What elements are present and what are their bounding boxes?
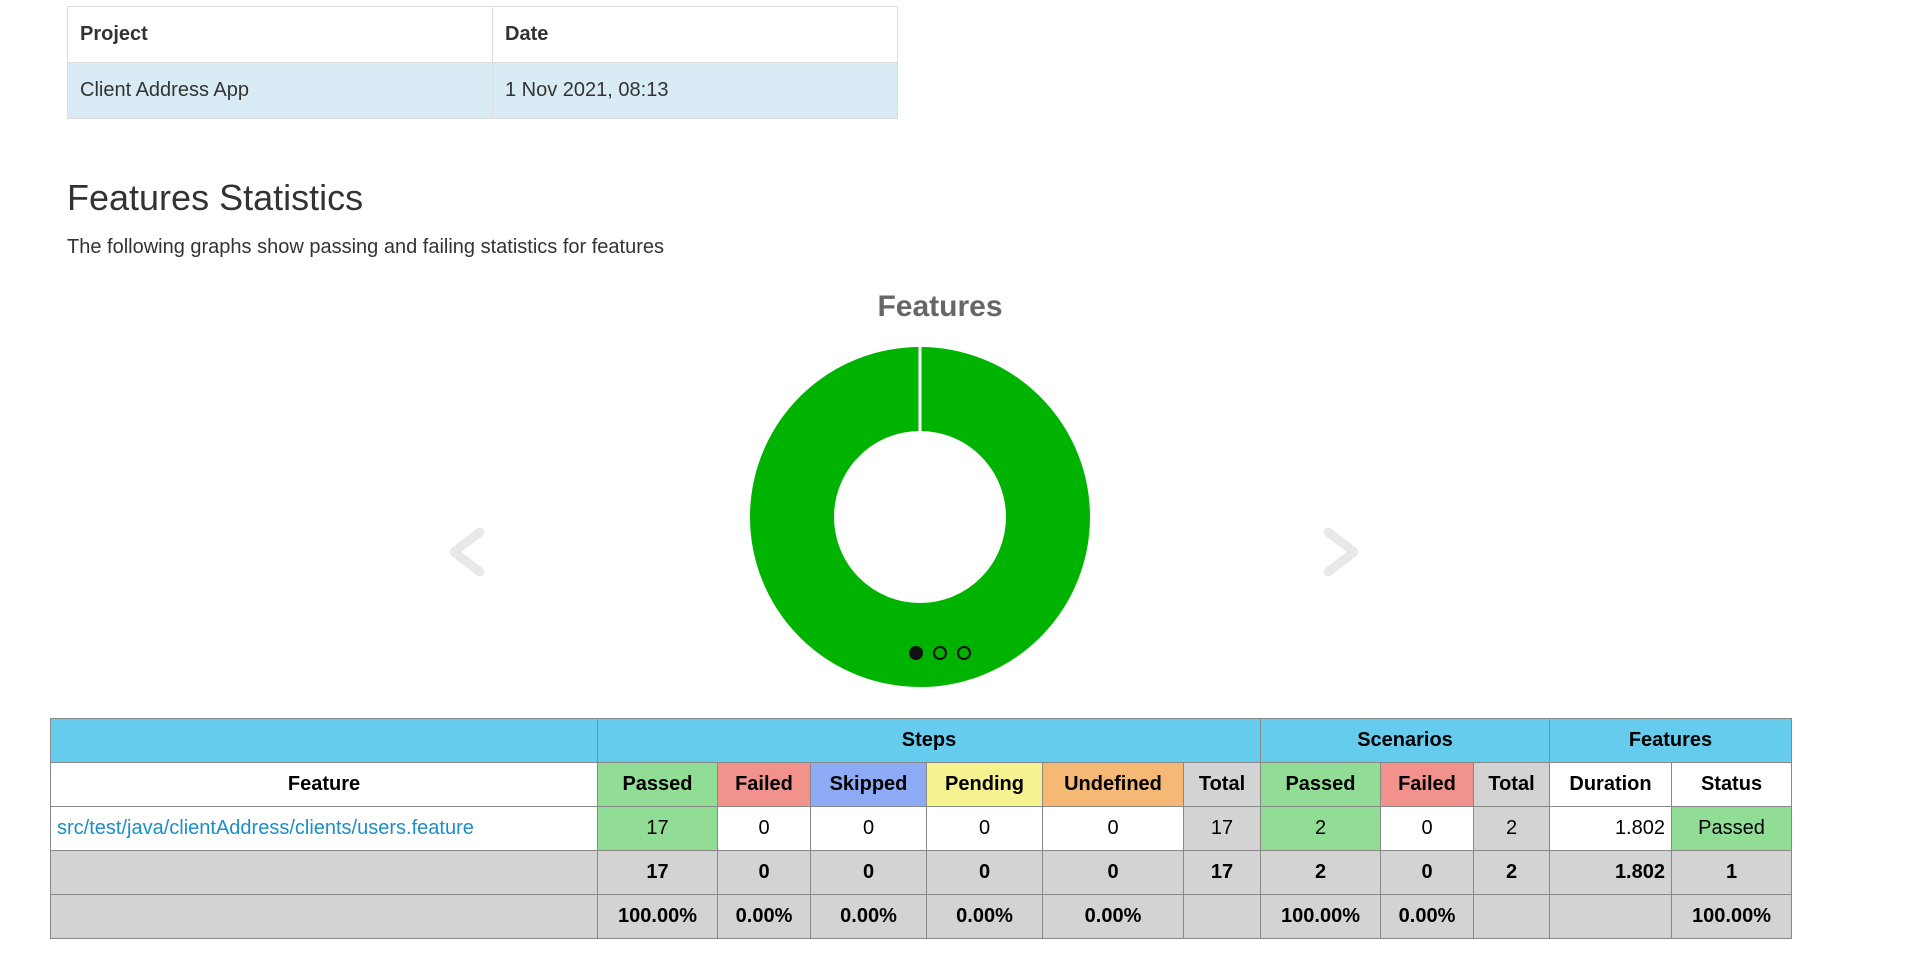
carousel-indicator-1[interactable] bbox=[909, 646, 923, 660]
pct-steps-undefined: 0.00% bbox=[1042, 894, 1184, 939]
pct-steps-skipped: 0.00% bbox=[810, 894, 927, 939]
project-name: Client Address App bbox=[67, 62, 493, 119]
total-steps-failed: 0 bbox=[717, 850, 811, 895]
total-steps-passed: 17 bbox=[597, 850, 718, 895]
chevron-left-icon bbox=[449, 527, 485, 577]
project-header: Project bbox=[67, 6, 493, 63]
table-row: src/test/java/clientAddress/clients/user… bbox=[50, 806, 1792, 851]
carousel-indicators bbox=[440, 646, 1440, 660]
steps-pending-value: 0 bbox=[926, 806, 1043, 851]
total-steps-total: 17 bbox=[1183, 850, 1261, 895]
section-description: The following graphs show passing and fa… bbox=[67, 236, 664, 258]
chart-carousel: Features bbox=[440, 280, 1440, 690]
stats-column-header-row: Feature Passed Failed Skipped Pending Un… bbox=[50, 762, 1792, 807]
feature-cell: src/test/java/clientAddress/clients/user… bbox=[50, 806, 598, 851]
total-steps-skipped: 0 bbox=[810, 850, 927, 895]
features-group-header: Features bbox=[1549, 718, 1792, 763]
stats-group-header-row: Steps Scenarios Features bbox=[50, 718, 1792, 763]
steps-passed-value: 17 bbox=[597, 806, 718, 851]
pct-scenarios-failed: 0.00% bbox=[1380, 894, 1474, 939]
status-header[interactable]: Status bbox=[1671, 762, 1792, 807]
total-scenarios-failed: 0 bbox=[1380, 850, 1474, 895]
pct-scenarios-total bbox=[1473, 894, 1550, 939]
chart-title: Features bbox=[877, 290, 1003, 323]
date-header: Date bbox=[492, 6, 898, 63]
features-donut-chart bbox=[750, 346, 1090, 687]
feature-group-header bbox=[50, 718, 598, 763]
steps-failed-value: 0 bbox=[717, 806, 811, 851]
steps-pending-header[interactable]: Pending bbox=[926, 762, 1043, 807]
status-value: Passed bbox=[1671, 806, 1792, 851]
pct-steps-failed: 0.00% bbox=[717, 894, 811, 939]
pct-steps-pending: 0.00% bbox=[926, 894, 1043, 939]
scenarios-passed-header[interactable]: Passed bbox=[1260, 762, 1381, 807]
percents-label-cell bbox=[50, 894, 598, 939]
scenarios-failed-value: 0 bbox=[1380, 806, 1474, 851]
carousel-indicator-3[interactable] bbox=[957, 646, 971, 660]
pct-duration bbox=[1549, 894, 1672, 939]
steps-total-value: 17 bbox=[1183, 806, 1261, 851]
project-info-header-row: Project Date bbox=[67, 6, 898, 63]
steps-group-header: Steps bbox=[597, 718, 1261, 763]
percents-row: 100.00% 0.00% 0.00% 0.00% 0.00% 100.00% … bbox=[50, 894, 1792, 939]
scenarios-group-header: Scenarios bbox=[1260, 718, 1550, 763]
duration-header[interactable]: Duration bbox=[1549, 762, 1672, 807]
feature-stats-table: Steps Scenarios Features Feature Passed … bbox=[50, 718, 1792, 939]
feature-link[interactable]: src/test/java/clientAddress/clients/user… bbox=[57, 817, 474, 839]
steps-undefined-header[interactable]: Undefined bbox=[1042, 762, 1184, 807]
scenarios-total-header[interactable]: Total bbox=[1473, 762, 1550, 807]
duration-value: 1.802 bbox=[1549, 806, 1672, 851]
pct-features-status: 100.00% bbox=[1671, 894, 1792, 939]
steps-skipped-header[interactable]: Skipped bbox=[810, 762, 927, 807]
pct-scenarios-passed: 100.00% bbox=[1260, 894, 1381, 939]
totals-row: 17 0 0 0 0 17 2 0 2 1.802 1 bbox=[50, 850, 1792, 895]
steps-skipped-value: 0 bbox=[810, 806, 927, 851]
steps-failed-header[interactable]: Failed bbox=[717, 762, 811, 807]
project-info-row: Client Address App 1 Nov 2021, 08:13 bbox=[67, 62, 898, 119]
section-title: Features Statistics bbox=[67, 177, 364, 218]
report-date: 1 Nov 2021, 08:13 bbox=[492, 62, 898, 119]
totals-label-cell bbox=[50, 850, 598, 895]
chevron-right-icon bbox=[1323, 527, 1359, 577]
total-steps-undefined: 0 bbox=[1042, 850, 1184, 895]
carousel-prev-button[interactable] bbox=[440, 512, 500, 592]
total-scenarios-total: 2 bbox=[1473, 850, 1550, 895]
project-info-table: Project Date Client Address App 1 Nov 20… bbox=[67, 6, 898, 119]
total-scenarios-passed: 2 bbox=[1260, 850, 1381, 895]
scenarios-passed-value: 2 bbox=[1260, 806, 1381, 851]
steps-total-header[interactable]: Total bbox=[1183, 762, 1261, 807]
steps-passed-header[interactable]: Passed bbox=[597, 762, 718, 807]
total-features-status: 1 bbox=[1671, 850, 1792, 895]
pct-steps-passed: 100.00% bbox=[597, 894, 718, 939]
feature-column-header[interactable]: Feature bbox=[50, 762, 598, 807]
carousel-next-button[interactable] bbox=[1310, 512, 1370, 592]
scenarios-failed-header[interactable]: Failed bbox=[1380, 762, 1474, 807]
scenarios-total-value: 2 bbox=[1473, 806, 1550, 851]
total-steps-pending: 0 bbox=[926, 850, 1043, 895]
donut-slice-passed[interactable] bbox=[750, 346, 1090, 687]
carousel-indicator-2[interactable] bbox=[933, 646, 947, 660]
pct-steps-total bbox=[1183, 894, 1261, 939]
total-duration: 1.802 bbox=[1549, 850, 1672, 895]
steps-undefined-value: 0 bbox=[1042, 806, 1184, 851]
